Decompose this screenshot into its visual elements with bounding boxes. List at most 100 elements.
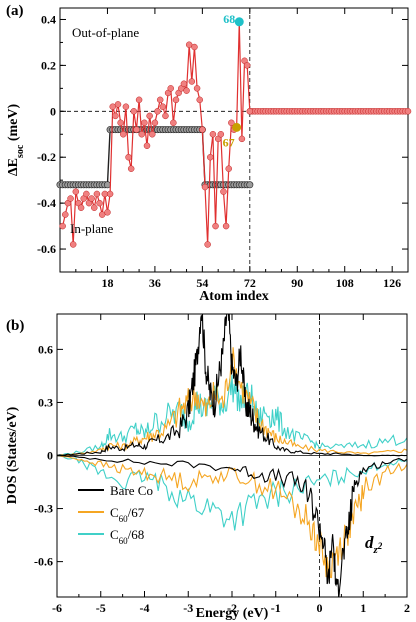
series-gray-point — [246, 181, 254, 189]
orbital-sub: z — [373, 544, 379, 556]
highlight-point — [232, 122, 242, 132]
series-red-point — [135, 96, 143, 104]
series-red-point — [96, 199, 103, 207]
series-red-point — [199, 126, 206, 133]
series-red-point — [146, 112, 153, 120]
highlight-point-label: 67 — [223, 135, 235, 149]
series-red-point — [149, 131, 156, 138]
series-red-point — [67, 195, 74, 202]
dos-line-down-0 — [57, 455, 407, 597]
series-red-point — [207, 153, 214, 161]
x-tick-label-b: -6 — [52, 601, 62, 615]
series-red-point — [170, 119, 177, 127]
legend-entry: Bare Co — [110, 483, 153, 498]
x-tick-label-b: -2 — [227, 601, 237, 615]
series-red-point — [91, 204, 98, 211]
legend-sub: 60 — [119, 536, 129, 546]
series-red-point — [83, 190, 90, 198]
legend-entry: C60/68 — [110, 527, 144, 546]
legend-entry: C60/67 — [110, 505, 145, 524]
y-tick-label-b: -0.6 — [34, 555, 53, 569]
orbital-sup: 2 — [377, 541, 383, 551]
y-tick-label-a: 0.2 — [41, 58, 56, 72]
y-tick-label-b: 0.6 — [38, 342, 53, 356]
legend-main: C — [110, 527, 119, 542]
series-red-point — [180, 80, 188, 88]
series-red-point — [193, 85, 201, 92]
legend-sub: 60 — [119, 514, 129, 524]
series-red-point — [125, 153, 132, 161]
y-tick-label-b: -0.3 — [34, 502, 53, 516]
series-red-point — [72, 188, 80, 195]
series-red-point — [188, 78, 196, 85]
x-tick-label-b: -3 — [183, 601, 193, 615]
legend-tail: /68 — [128, 527, 145, 542]
series-red-point — [93, 190, 101, 198]
x-tick-label-b: -5 — [96, 601, 106, 615]
x-tick-label-a: 108 — [336, 276, 354, 290]
x-tick-label-a: 126 — [383, 276, 401, 290]
legend-tail: /67 — [128, 505, 145, 520]
series-red-point — [225, 165, 232, 172]
series-red-point — [167, 85, 174, 92]
orbital-main: d — [365, 533, 374, 552]
x-axis-title-a: Atom index — [199, 289, 269, 304]
series-red-point — [156, 96, 164, 104]
dos-line-down-2 — [57, 454, 407, 531]
y-tick-label-a: -0.6 — [37, 242, 56, 256]
dos-line-up-1 — [57, 347, 407, 457]
x-tick-label-b: 2 — [404, 601, 410, 615]
dos-line-up-0 — [57, 314, 407, 457]
y-tick-label-a: -0.4 — [37, 196, 56, 210]
y-axis-title-unit: (meV) — [6, 104, 21, 145]
series-red-flat-point — [404, 108, 412, 115]
series-red-point — [133, 126, 140, 133]
x-axis-title-b: Energy (eV) — [196, 606, 269, 621]
y-tick-label-b: 0.3 — [38, 395, 53, 409]
series-red-point — [151, 119, 159, 127]
series-red-point — [220, 188, 227, 195]
series-red-point — [122, 103, 130, 110]
legend-main: Bare Co — [110, 483, 153, 498]
y-tick-label-a: 0 — [50, 104, 56, 118]
x-tick-label-b: 1 — [360, 601, 366, 615]
series-red-point — [212, 222, 219, 230]
series-red-point — [127, 165, 135, 172]
x-tick-label-b: -1 — [271, 601, 281, 615]
x-tick-label-a: 54 — [196, 276, 208, 290]
series-red-point — [201, 183, 209, 191]
y-tick-label-a: -0.2 — [37, 150, 56, 164]
series-red-point — [172, 96, 180, 104]
y-axis-title-main: ΔE — [6, 158, 21, 176]
highlight-point-label: 68 — [223, 12, 235, 26]
series-red-point — [246, 108, 254, 115]
series-red-point — [59, 222, 66, 230]
series-red-point — [154, 108, 161, 115]
legend-main: C — [110, 505, 119, 520]
x-tick-label-a: 18 — [101, 276, 113, 290]
orbital-label: dz2 — [365, 533, 383, 556]
highlight-point — [234, 17, 244, 27]
y-axis-title-sub: soc — [15, 144, 26, 158]
series-red-point — [88, 195, 95, 202]
series-red-point — [117, 119, 124, 127]
series-red-point — [138, 131, 145, 138]
series-red-point — [243, 62, 251, 69]
series-red-point — [104, 209, 111, 216]
series-red-point — [114, 101, 122, 108]
series-red-point — [120, 131, 127, 138]
series-red-point — [183, 87, 190, 94]
series-red-point — [222, 222, 230, 230]
x-tick-label-b: 0 — [317, 601, 323, 615]
panel-label-a: (a) — [6, 3, 24, 19]
series-red-point — [159, 103, 167, 110]
x-tick-label-a: 90 — [291, 276, 303, 290]
y-axis-title-a: ΔEsoc (meV) — [6, 104, 26, 177]
series-red-point — [77, 204, 85, 211]
x-tick-label-a: 36 — [149, 276, 161, 290]
series-red-point — [106, 190, 114, 198]
y-axis-title-b: DOS (States/eV) — [5, 406, 20, 504]
y-tick-label-a: 0.4 — [41, 12, 56, 26]
